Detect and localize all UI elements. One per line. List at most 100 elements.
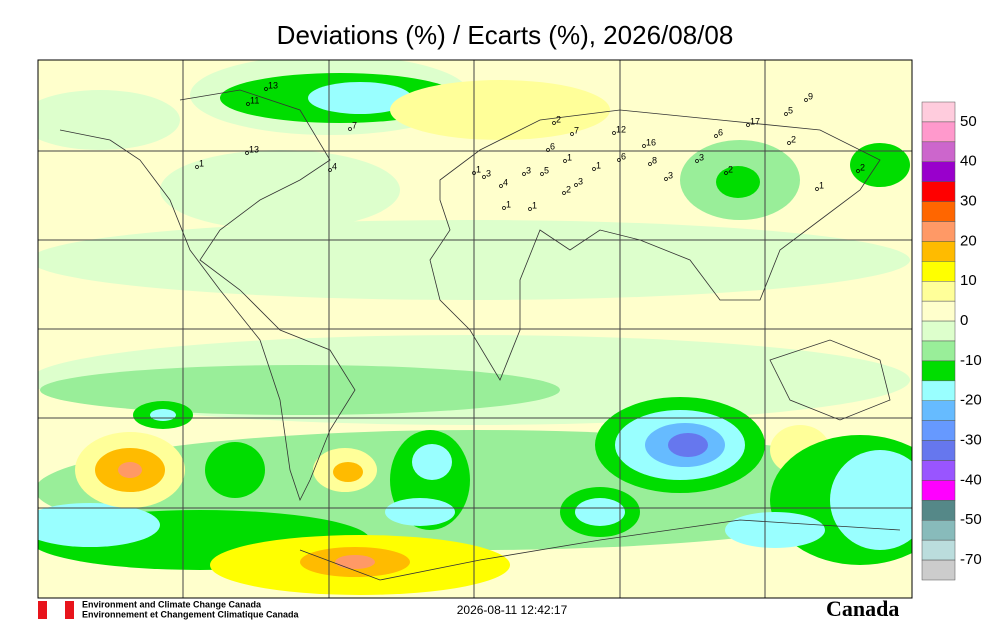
station-dot	[787, 141, 791, 145]
colorbar-label: 40	[960, 153, 977, 170]
station-label: 12	[616, 124, 626, 134]
colorbar-box	[921, 340, 956, 362]
colorbar-box	[921, 520, 956, 541]
station-dot	[528, 207, 532, 211]
colorbar-box	[921, 181, 956, 202]
station-label: 1	[567, 152, 572, 162]
station-dot	[574, 183, 578, 187]
map-frame	[37, 59, 913, 599]
station-dot	[482, 175, 486, 179]
station-dot	[695, 159, 699, 163]
station-label: 3	[578, 176, 583, 186]
station-dot	[804, 98, 808, 102]
station-dot	[246, 102, 250, 106]
station-dot	[540, 172, 544, 176]
station-dot	[714, 134, 718, 138]
agency-en: Environment and Climate Change Canada	[82, 599, 262, 609]
colorbar-label: -40	[960, 471, 982, 488]
station-label: 7	[352, 120, 357, 130]
station-dot	[522, 172, 526, 176]
station-label: 3	[486, 168, 491, 178]
station-dot	[664, 177, 668, 181]
station-label: 3	[668, 170, 673, 180]
timestamp: 2026-08-11 12:42:17	[457, 603, 568, 617]
colorbar-box	[921, 261, 956, 282]
station-label: 5	[544, 165, 549, 175]
station-label: 2	[556, 114, 561, 124]
colorbar-box	[921, 559, 956, 581]
colorbar-box	[921, 320, 956, 342]
colorbar-label: -50	[960, 511, 982, 528]
station-dot	[562, 191, 566, 195]
station-label: 2	[860, 162, 865, 172]
station-label: 1	[199, 158, 204, 168]
colorbar: 50 40 30 20 10 0 -10 -20 -30 -40 -50 -70	[921, 101, 982, 581]
station-label: 5	[788, 105, 793, 115]
wordmark: Canada	[826, 596, 899, 621]
station-dot	[348, 127, 352, 131]
colorbar-label: -30	[960, 432, 982, 449]
colorbar-label: 20	[960, 232, 977, 249]
station-dot	[784, 112, 788, 116]
station-dot	[195, 165, 199, 169]
colorbar-box	[921, 420, 956, 441]
station-label: 2	[566, 184, 571, 194]
colorbar-box	[921, 201, 956, 222]
colorbar-box	[921, 500, 956, 521]
station-label: 9	[808, 91, 813, 101]
colorbar-label: 50	[960, 113, 977, 130]
station-dot	[328, 168, 332, 172]
station-dot	[724, 171, 728, 175]
colorbar-box	[921, 221, 956, 242]
station-label: 13	[268, 80, 278, 90]
station-label: 8	[652, 155, 657, 165]
station-dot	[570, 132, 574, 136]
colorbar-box	[921, 121, 956, 143]
station-dot	[612, 131, 616, 135]
station-dot	[563, 159, 567, 163]
station-dot	[856, 169, 860, 173]
map	[38, 60, 912, 598]
station-label: 1	[596, 160, 601, 170]
station-label: 2	[728, 164, 733, 174]
station-dot	[617, 158, 621, 162]
station-label: 6	[621, 151, 626, 161]
colorbar-box	[921, 480, 956, 501]
colorbar-box	[921, 440, 956, 461]
station-label: 1	[532, 200, 537, 210]
station-label: 1	[476, 164, 481, 174]
title: Deviations (%) / Ecarts (%), 2026/08/08	[277, 20, 734, 50]
colorbar-label: -70	[960, 551, 982, 568]
colorbar-box	[921, 241, 956, 262]
station-label: 2	[791, 134, 796, 144]
colorbar-label: 0	[960, 312, 968, 329]
station-dot	[502, 206, 506, 210]
colorbar-box	[921, 539, 956, 561]
colorbar-label: -20	[960, 392, 982, 409]
colorbar-box	[921, 101, 956, 123]
station-dot	[815, 187, 819, 191]
station-label: 3	[699, 152, 704, 162]
station-label: 4	[332, 161, 337, 171]
station-dot	[499, 184, 503, 188]
colorbar-label: 10	[960, 272, 977, 289]
station-dot	[472, 171, 476, 175]
colorbar-box	[921, 400, 956, 421]
colorbar-box	[921, 141, 956, 162]
station-label: 13	[249, 144, 259, 154]
colorbar-label: 30	[960, 193, 977, 210]
station-label: 3	[526, 165, 531, 175]
station-label: 6	[550, 141, 555, 151]
station-label: 6	[718, 127, 723, 137]
colorbar-box	[921, 161, 956, 182]
station-dot	[642, 144, 646, 148]
station-label: 4	[503, 177, 508, 187]
colorbar-box	[921, 300, 956, 322]
station-dot	[552, 121, 556, 125]
colorbar-box	[921, 281, 956, 302]
station-label: 1	[819, 180, 824, 190]
station-dot	[746, 123, 750, 127]
station-label: 17	[750, 116, 760, 126]
